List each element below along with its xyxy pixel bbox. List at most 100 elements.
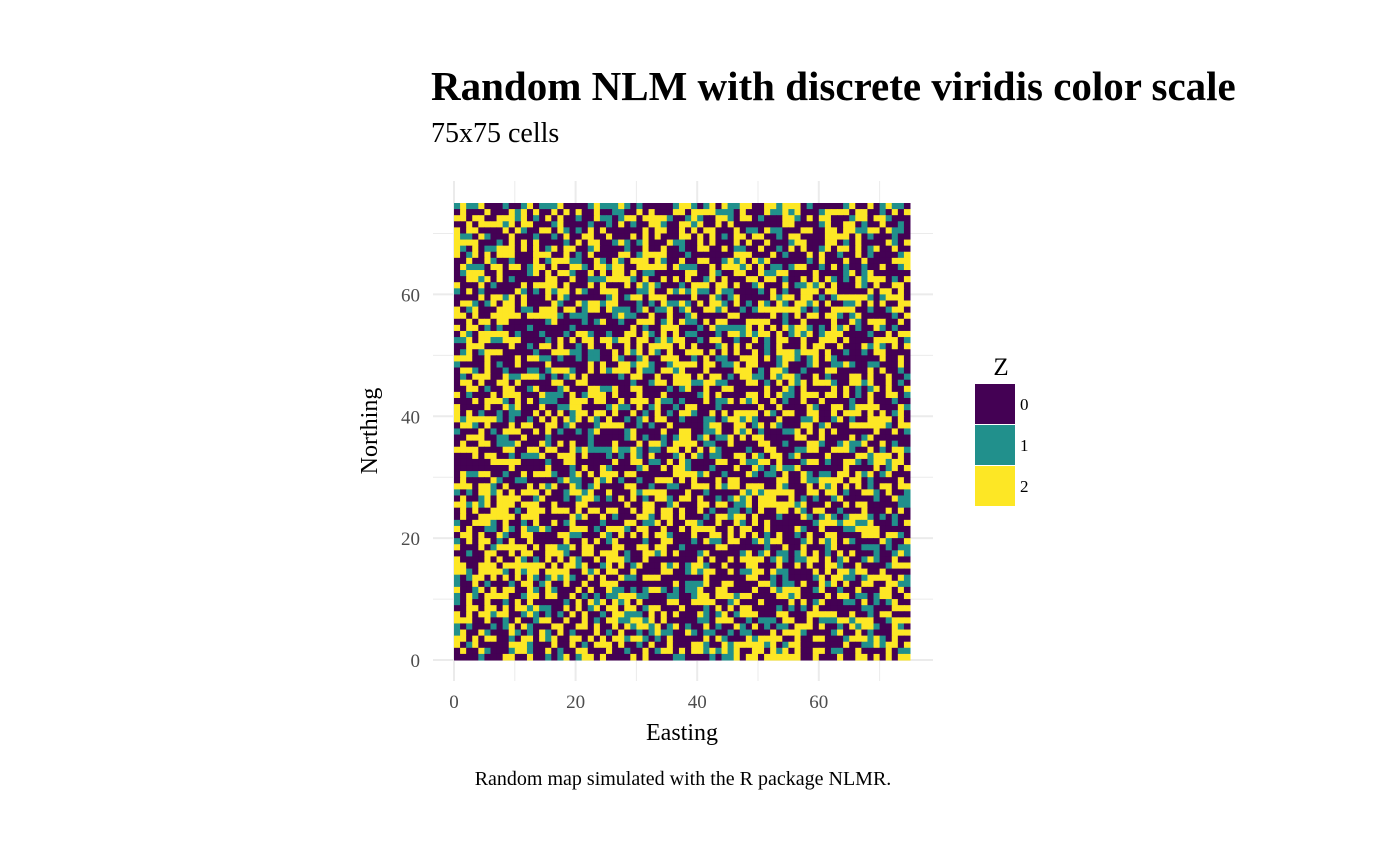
heatmap-cell (575, 416, 583, 423)
heatmap-cell (849, 221, 856, 228)
heatmap-cell (733, 361, 741, 369)
heatmap-cell (800, 568, 808, 576)
heatmap-cell (648, 440, 656, 448)
heatmap-cell (490, 361, 498, 369)
heatmap-cell (672, 489, 680, 496)
heatmap-cell (691, 440, 698, 448)
heatmap-cell (745, 532, 753, 539)
heatmap-cell (678, 544, 686, 551)
heatmap-cell (472, 318, 479, 326)
heatmap-cell (545, 239, 552, 247)
heatmap-cell (587, 568, 595, 576)
heatmap-cell (466, 391, 473, 399)
heatmap-cell (903, 544, 911, 551)
heatmap-cell (867, 465, 875, 472)
heatmap-cell (630, 276, 637, 283)
heatmap-cell (715, 586, 723, 594)
heatmap-cell (526, 556, 534, 563)
heatmap-cell (654, 324, 662, 332)
heatmap-cell (727, 458, 735, 466)
heatmap-cell (837, 318, 844, 326)
heatmap-cell (782, 452, 789, 460)
heatmap-cell (606, 276, 613, 283)
heatmap-cell (472, 263, 479, 271)
heatmap-cell (800, 330, 808, 338)
heatmap-cell (672, 349, 680, 356)
heatmap-cell (764, 477, 771, 484)
heatmap-cell (824, 513, 832, 521)
heatmap-cell (691, 263, 698, 271)
heatmap-cell (764, 410, 771, 417)
heatmap-cell (496, 385, 504, 393)
heatmap-cell (606, 495, 613, 503)
heatmap-cell (751, 367, 759, 375)
heatmap-cell (478, 306, 485, 314)
heatmap-cell (843, 538, 850, 545)
heatmap-cell (496, 501, 504, 509)
heatmap-cell (855, 568, 862, 576)
heatmap-cell (581, 580, 589, 588)
heatmap-cell (703, 440, 710, 448)
heatmap-cell (873, 404, 881, 411)
heatmap-cell (721, 519, 729, 527)
heatmap-cell (587, 440, 595, 448)
heatmap-cell (855, 580, 862, 588)
heatmap-cell (903, 257, 911, 265)
heatmap-cell (666, 519, 674, 527)
heatmap-cell (672, 251, 680, 259)
heatmap-cell (751, 471, 759, 478)
heatmap-cell (496, 568, 504, 576)
heatmap-cell (794, 580, 802, 588)
heatmap-cell (733, 495, 741, 503)
heatmap-cell (472, 367, 479, 375)
heatmap-cell (739, 434, 747, 442)
heatmap-cell (849, 385, 856, 393)
heatmap-cell (879, 245, 887, 253)
heatmap-cell (502, 592, 510, 600)
chart-subtitle: 75x75 cells (431, 118, 560, 149)
heatmap-cell (557, 544, 564, 551)
heatmap-cell (691, 599, 698, 606)
heatmap-cell (806, 349, 814, 356)
heatmap-cell (812, 337, 820, 344)
heatmap-cell (569, 379, 577, 387)
heatmap-cell (867, 562, 875, 570)
heatmap-cell (539, 312, 546, 320)
heatmap-cell (514, 300, 522, 308)
heatmap-cell (685, 343, 692, 350)
heatmap-cell (751, 318, 759, 326)
heatmap-cell (903, 422, 911, 429)
heatmap-cell (502, 580, 510, 588)
heatmap-cell (837, 282, 844, 289)
heatmap-cell (624, 599, 631, 606)
heatmap-cell (830, 215, 838, 222)
heatmap-cell (770, 483, 777, 490)
heatmap-cell (466, 397, 473, 405)
heatmap-cell (678, 361, 686, 369)
heatmap-cell (496, 397, 504, 405)
heatmap-cell (697, 446, 704, 454)
heatmap-cell (581, 330, 589, 338)
heatmap-cell (776, 361, 783, 369)
heatmap-cell (861, 410, 868, 417)
heatmap-cell (484, 586, 491, 594)
heatmap-cell (873, 215, 881, 222)
heatmap-cell (830, 355, 838, 362)
heatmap-cell (891, 501, 899, 509)
heatmap-cell (776, 428, 783, 436)
heatmap-cell (776, 452, 783, 460)
heatmap-cell (539, 574, 546, 582)
heatmap-cell (812, 428, 820, 436)
heatmap-cell (636, 270, 643, 277)
heatmap-cell (599, 532, 607, 539)
heatmap-cell (891, 471, 899, 478)
heatmap-cell (472, 562, 479, 570)
heatmap-cell (794, 483, 802, 490)
heatmap-cell (806, 343, 814, 350)
heatmap-cell (502, 276, 510, 283)
heatmap-cell (867, 233, 875, 241)
heatmap-cell (575, 605, 583, 612)
heatmap-cell (739, 391, 747, 399)
heatmap-cell (812, 257, 820, 265)
heatmap-cell (691, 306, 698, 314)
